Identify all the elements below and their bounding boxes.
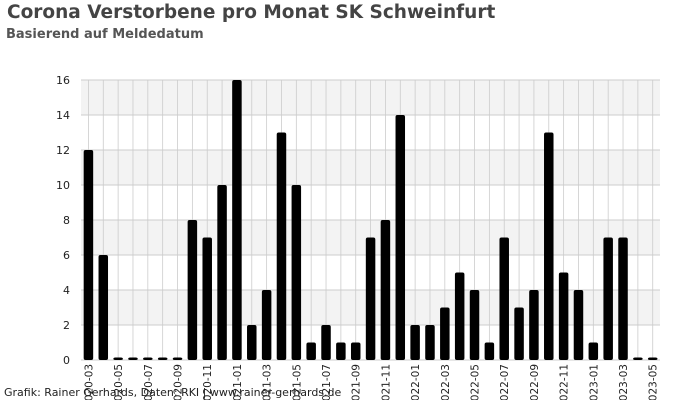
y-axis-tick-labels: 0 2 4 6 8 10 12 14 16	[56, 74, 70, 367]
x-tick-label: 2020-03	[83, 364, 95, 400]
bar	[558, 272, 569, 360]
bar	[633, 357, 643, 360]
bar	[484, 342, 495, 360]
x-tick-label: 2023-05	[648, 364, 660, 400]
x-tick-label: 2020-07	[143, 364, 155, 400]
bar	[425, 325, 435, 360]
bar	[276, 132, 287, 360]
x-tick-label: 2022-09	[529, 364, 541, 400]
bar	[395, 115, 406, 360]
bar	[410, 325, 420, 360]
x-tick-label: 2021-03	[262, 364, 274, 400]
bar	[247, 325, 257, 360]
bar	[603, 237, 613, 360]
bar	[380, 220, 391, 360]
bar	[232, 80, 242, 360]
bar	[499, 237, 509, 360]
x-tick-label: 2021-05	[291, 364, 303, 400]
bar	[514, 307, 524, 360]
bar	[454, 272, 465, 360]
y-tick-label: 10	[56, 179, 70, 192]
bar	[529, 290, 539, 360]
x-tick-label: 2020-05	[113, 364, 125, 400]
bar	[187, 220, 198, 360]
bar	[469, 290, 480, 360]
x-tick-label: 2021-07	[321, 364, 333, 400]
bar	[202, 237, 212, 360]
x-tick-label: 2021-11	[380, 364, 392, 400]
bar	[217, 185, 227, 360]
y-tick-label: 12	[56, 144, 70, 157]
x-tick-label: 2022-05	[470, 364, 482, 400]
y-tick-label: 14	[56, 109, 70, 122]
chart-title: Corona Verstorbene pro Monat SK Schweinf…	[7, 2, 496, 23]
x-tick-label: 2023-01	[588, 364, 600, 400]
x-tick-label: 2020-11	[202, 364, 214, 400]
y-tick-label: 2	[63, 319, 70, 332]
bar	[83, 150, 94, 360]
bar	[350, 342, 361, 360]
bar	[588, 342, 599, 360]
x-tick-label: 2022-11	[559, 364, 571, 400]
bar	[128, 357, 138, 360]
bar	[647, 357, 658, 360]
bar	[321, 325, 331, 360]
bar	[365, 237, 376, 360]
y-tick-label: 6	[63, 249, 70, 262]
x-tick-label: 2022-01	[410, 364, 422, 400]
x-tick-label: 2020-09	[173, 364, 185, 400]
y-tick-label: 0	[63, 354, 70, 367]
bar	[157, 357, 168, 360]
bar	[291, 185, 302, 360]
bar	[573, 290, 584, 360]
x-tick-label: 2022-03	[440, 364, 452, 400]
bar	[440, 307, 450, 360]
x-tick-label: 2021-09	[351, 364, 363, 400]
bars	[83, 80, 658, 360]
chart-subtitle: Basierend auf Meldedatum	[6, 27, 204, 42]
bar	[113, 357, 123, 360]
x-axis-tick-labels: 2020-03 2020-05 2020-07 2020-09 2020-11 2021-…	[83, 364, 659, 400]
source-credit: Grafik: Rainer Gerhards, Daten: RKI | ww…	[4, 386, 342, 399]
bar	[618, 237, 628, 360]
x-tick-label: 2022-07	[499, 364, 511, 400]
y-tick-label: 16	[56, 74, 70, 87]
bar	[336, 342, 346, 360]
y-tick-label: 8	[63, 214, 70, 227]
y-tick-label: 4	[63, 284, 70, 297]
bar	[143, 357, 153, 360]
bar	[172, 357, 183, 360]
bar	[544, 132, 554, 360]
bar	[261, 290, 272, 360]
bar	[306, 342, 316, 360]
x-tick-label: 2023-03	[618, 364, 630, 400]
x-tick-label: 2021-01	[232, 364, 244, 400]
bar	[98, 255, 109, 360]
